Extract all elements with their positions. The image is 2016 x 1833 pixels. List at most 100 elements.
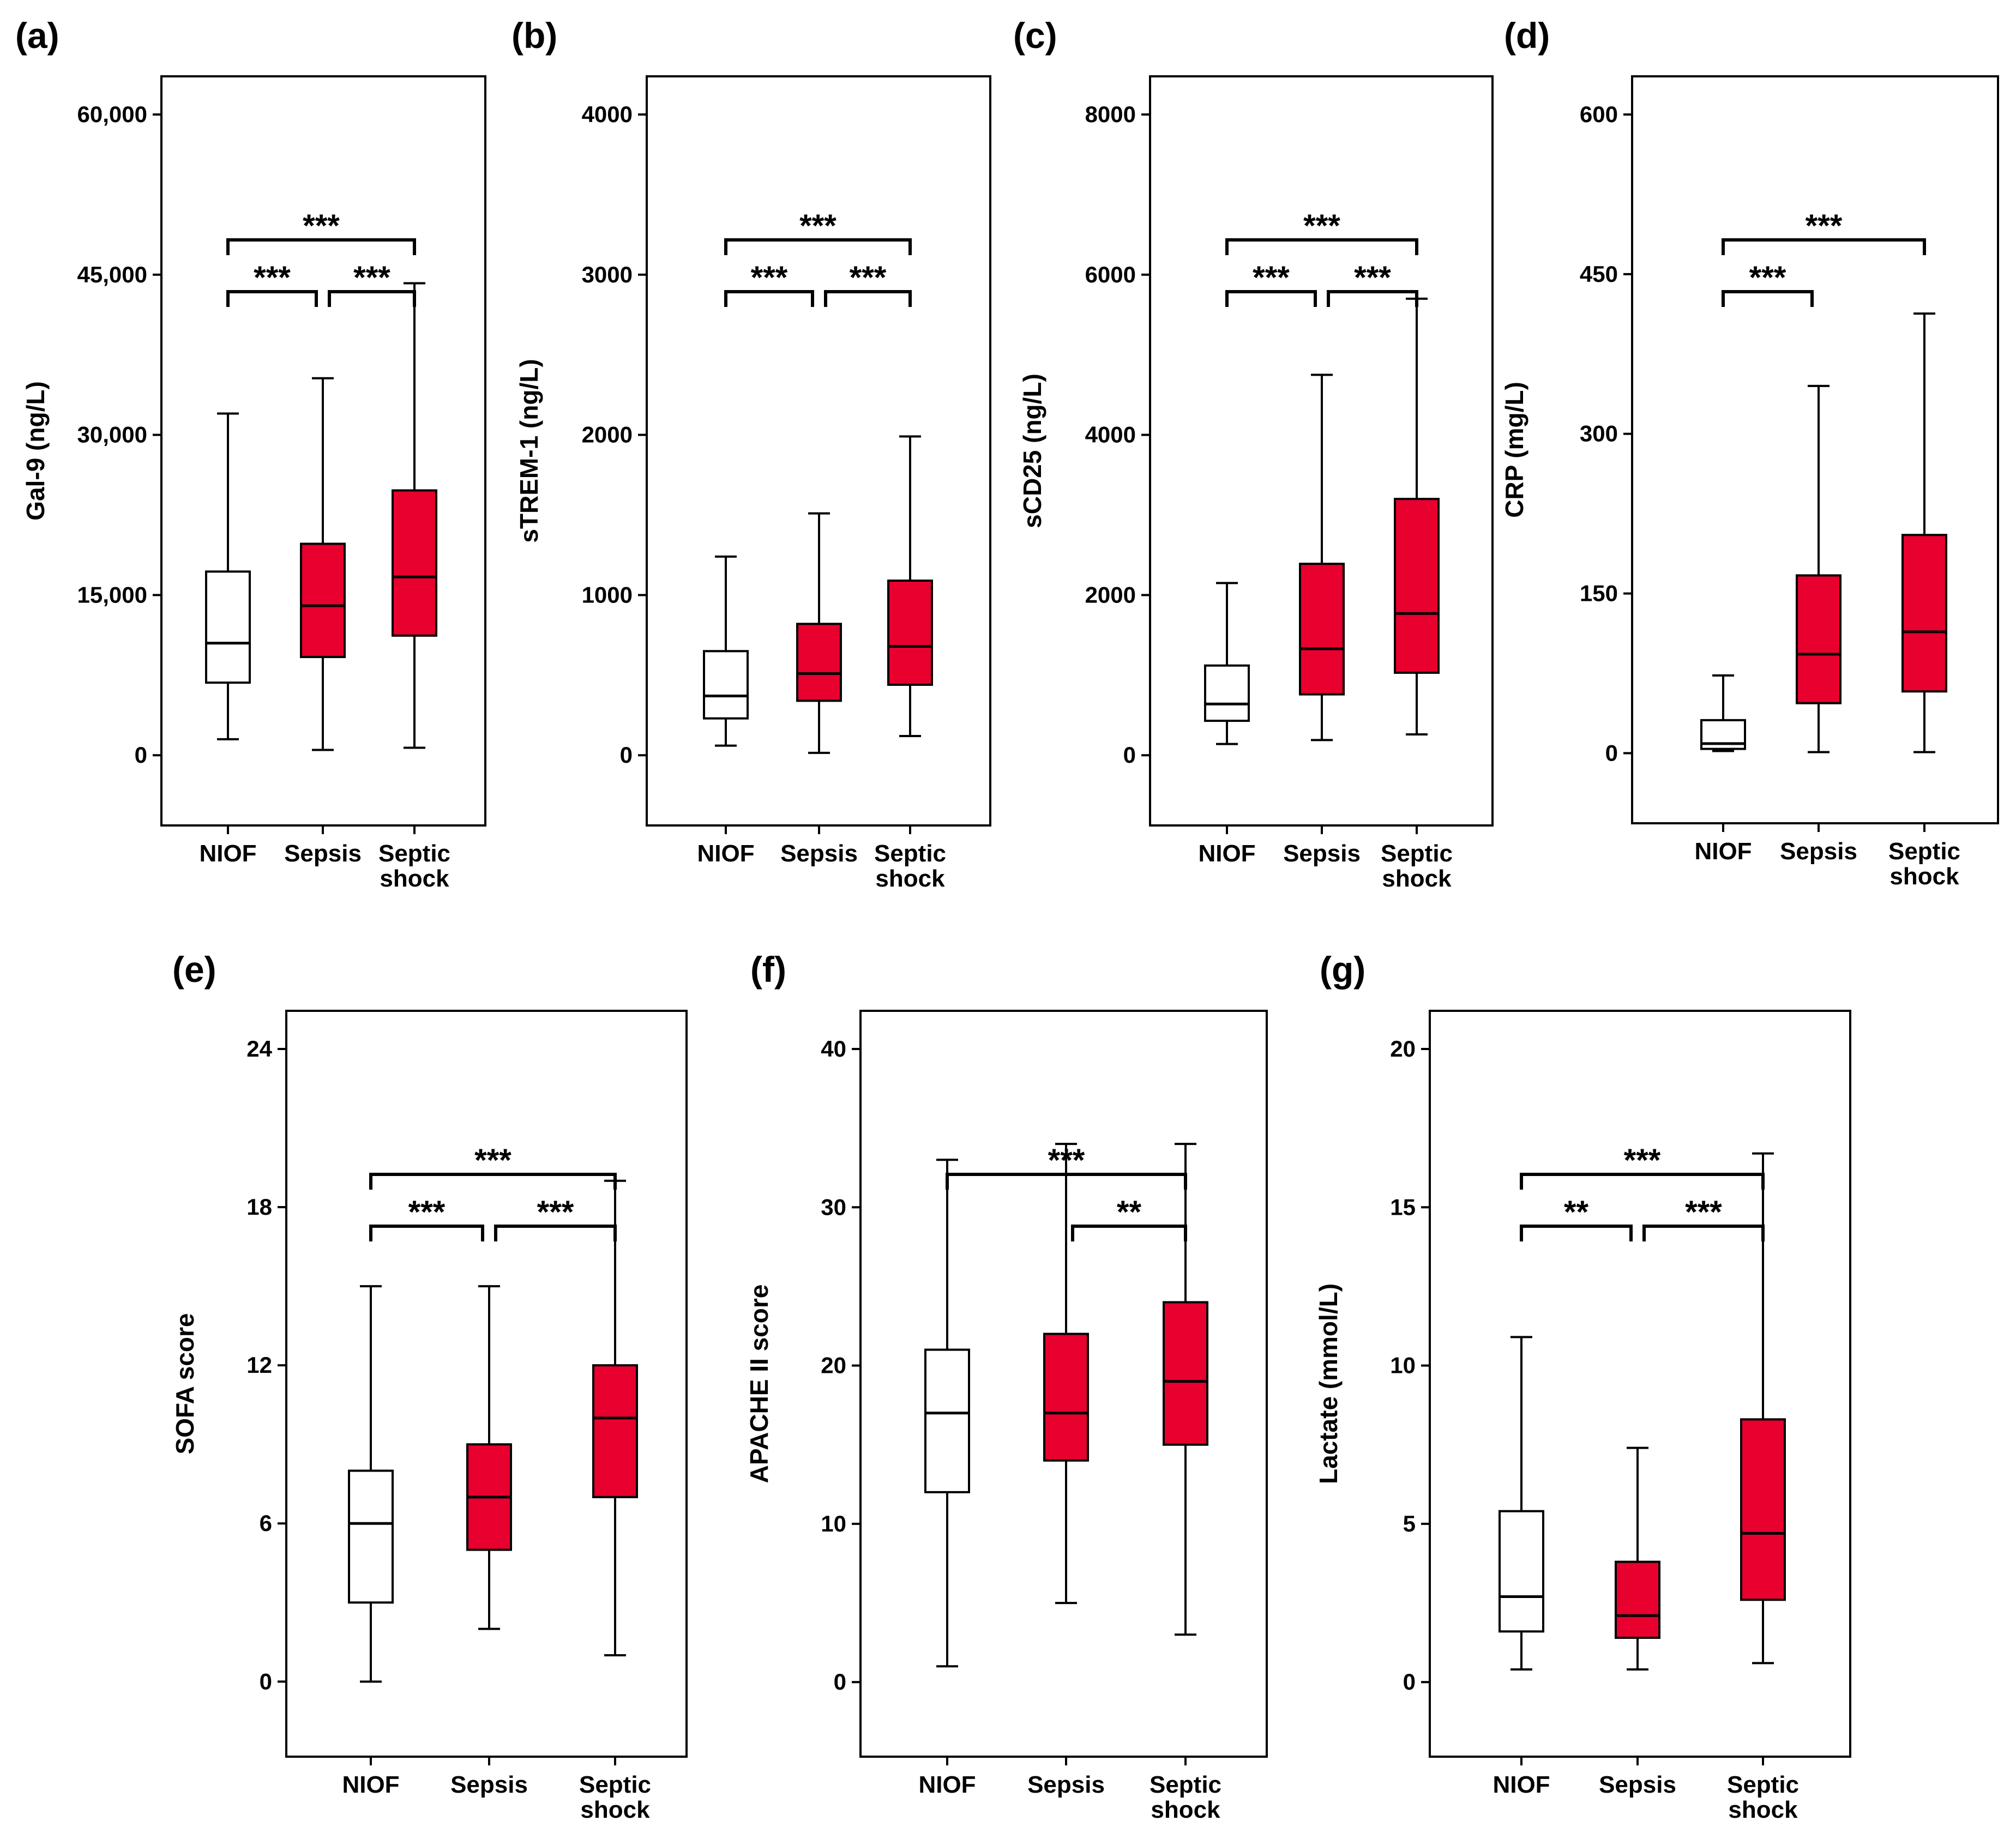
box-iqr (1740, 1418, 1786, 1601)
significance-label: *** (850, 260, 887, 296)
box-iqr (592, 1364, 638, 1498)
y-axis-label: sCD25 (ng/L) (1018, 373, 1046, 528)
panel-letter: (e) (172, 949, 216, 990)
significance-bracket: *** (1722, 208, 1926, 255)
significance-bracket: *** (1327, 260, 1418, 307)
x-tick-label: Septic (1381, 840, 1453, 867)
y-tick-label: 600 (1580, 101, 1618, 127)
bracket-line (494, 1225, 617, 1241)
box-iqr (1796, 574, 1842, 704)
bracket-line (1520, 1225, 1633, 1241)
x-tick-label: NIOF (1198, 840, 1255, 867)
x-tick-label: NIOF (342, 1771, 399, 1798)
significance-label: *** (474, 1143, 511, 1178)
x-tick-label: Sepsis (1027, 1771, 1105, 1798)
y-tick-label: 45,000 (77, 262, 147, 287)
significance-label: *** (408, 1195, 446, 1230)
box-niof (1204, 582, 1250, 745)
y-tick-label: 10 (821, 1511, 846, 1536)
y-tick-label: 10 (1390, 1353, 1416, 1378)
y-tick-label: 0 (1403, 1669, 1416, 1695)
bracket-line (1225, 238, 1418, 255)
box-niof (703, 555, 749, 747)
significance-label: *** (254, 260, 291, 296)
bracket-line (1520, 1173, 1765, 1190)
y-tick-label: 8000 (1085, 101, 1136, 127)
significance-bracket: *** (1722, 260, 1814, 307)
box-septic-shock (1901, 312, 1947, 753)
box-iqr (205, 570, 251, 684)
y-tick-label: 20 (1390, 1036, 1416, 1062)
y-tick-label: 6 (260, 1510, 272, 1536)
x-tick-label: shock (1382, 865, 1452, 892)
x-tick-label: Sepsis (284, 840, 362, 867)
x-tick-label: shock (380, 865, 449, 892)
y-axis-label: Gal-9 (ng/L) (21, 381, 50, 521)
panel-g: (g) 0 5 10 15 20 Lactate (mmol/L) NIOF Sepsis Sep… (1314, 949, 1851, 1823)
significance-bracket: *** (369, 1143, 617, 1190)
x-tick-label: Septic (579, 1771, 651, 1798)
significance-bracket: *** (824, 260, 912, 307)
box-septic-shock (1163, 1143, 1208, 1636)
significance-label: *** (1624, 1143, 1661, 1178)
y-tick-label: 18 (246, 1194, 272, 1220)
y-tick-label: 24 (246, 1036, 272, 1062)
bracket-line (226, 290, 318, 307)
significance-label: *** (1685, 1195, 1722, 1230)
panel-b: (b) 0 1000 2000 3000 4000 sTREM-1 (ng/L) NIOF Se… (511, 15, 991, 892)
y-axis-label: SOFA score (171, 1313, 199, 1454)
panel-letter: (c) (1013, 15, 1057, 56)
y-tick-label: 3000 (582, 262, 633, 287)
box-sepsis (300, 377, 346, 751)
panel-letter: (f) (750, 949, 786, 990)
box-niof (1499, 1336, 1544, 1671)
significance-bracket: *** (1520, 1143, 1765, 1190)
y-tick-label: 0 (260, 1668, 272, 1694)
box-iqr (703, 650, 749, 720)
y-tick-label: 300 (1580, 421, 1618, 447)
y-tick-label: 0 (1605, 740, 1618, 765)
y-tick-label: 30,000 (77, 422, 147, 448)
bracket-line (1071, 1225, 1187, 1241)
box-niof (924, 1159, 970, 1668)
y-tick-label: 6000 (1085, 262, 1136, 287)
significance-label: ** (1117, 1195, 1142, 1230)
x-tick-label: shock (1151, 1796, 1220, 1823)
x-tick-label: NIOF (1493, 1771, 1550, 1798)
x-tick-label: shock (1728, 1796, 1798, 1823)
significance-label: *** (1303, 208, 1340, 244)
panel-d: (d) 0 150 300 450 600 CRP (mg/L) NIOF Sepsis Sept… (1500, 15, 1999, 890)
x-tick-label: Septic (874, 840, 946, 867)
box-septic-shock (392, 282, 437, 749)
y-axis-label: APACHE II score (745, 1285, 773, 1484)
bracket-line (369, 1225, 484, 1241)
bracket-line (724, 290, 814, 307)
significance-label: *** (1253, 260, 1290, 296)
significance-bracket: *** (1642, 1195, 1765, 1241)
panel-c: (c) 0 2000 4000 6000 8000 sCD25 (ng/L) NIOF Seps… (1013, 15, 1494, 892)
x-tick-label: Septic (378, 840, 450, 867)
y-tick-label: 0 (620, 742, 633, 768)
box-sepsis (466, 1285, 512, 1630)
x-tick-label: NIOF (199, 840, 256, 867)
plot-frame (859, 1010, 1268, 1758)
y-tick-label: 15,000 (77, 582, 147, 607)
significance-bracket: *** (946, 1143, 1187, 1190)
x-tick-label: NIOF (1694, 838, 1752, 865)
significance-bracket: ** (1071, 1195, 1187, 1241)
box-niof (1700, 674, 1746, 752)
significance-label: *** (751, 260, 788, 296)
bracket-line (1225, 290, 1317, 307)
x-tick-label: Septic (1150, 1771, 1221, 1798)
box-septic-shock (1740, 1152, 1786, 1665)
significance-bracket: *** (494, 1195, 617, 1241)
bracket-line (946, 1173, 1187, 1190)
y-tick-label: 2000 (582, 422, 633, 448)
y-tick-label: 30 (821, 1194, 846, 1220)
bracket-line (724, 238, 912, 255)
significance-bracket: *** (1225, 208, 1418, 255)
x-tick-label: Septic (1888, 838, 1960, 865)
significance-label: *** (537, 1195, 574, 1230)
significance-label: *** (303, 208, 340, 244)
